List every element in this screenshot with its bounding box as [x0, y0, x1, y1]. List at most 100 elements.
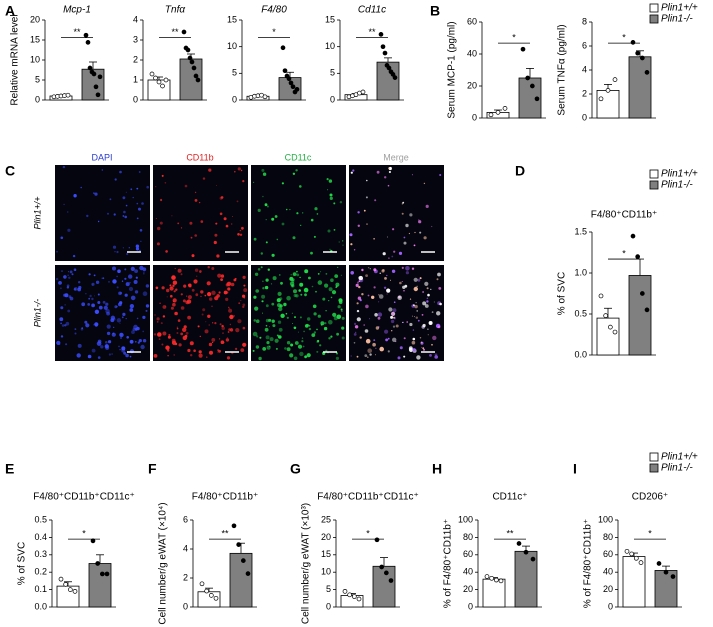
cell-signal — [286, 341, 291, 345]
y-tick-label: 5 — [232, 68, 237, 78]
cell-signal — [114, 178, 117, 181]
cell-signal — [416, 285, 418, 287]
cell-signal — [397, 295, 403, 301]
cell-signal — [375, 354, 376, 356]
cell-signal — [126, 252, 129, 256]
cell-signal — [124, 293, 128, 297]
cell-signal — [409, 213, 413, 217]
cell-signal — [432, 335, 437, 341]
cell-signal — [276, 298, 281, 303]
cell-signal — [317, 280, 323, 285]
cell-signal — [157, 332, 162, 337]
cell-signal — [73, 194, 77, 198]
chart-title: CD206⁺ — [632, 492, 668, 503]
cell-signal — [336, 332, 339, 336]
cell-signal — [384, 277, 387, 280]
cell-signal — [388, 167, 391, 170]
cell-signal — [169, 286, 174, 291]
cell-signal — [270, 283, 273, 285]
significance: ** — [73, 27, 81, 37]
cell-signal — [393, 316, 396, 319]
cell-signal — [412, 329, 415, 331]
cell-signal — [296, 212, 299, 215]
y-tick-label: 10 — [227, 41, 237, 51]
y-tick-label: 0 — [35, 94, 40, 104]
cell-signal — [262, 347, 267, 351]
cell-signal — [228, 306, 229, 308]
significance: * — [82, 529, 86, 539]
cell-signal — [311, 333, 316, 337]
cell-signal — [417, 278, 421, 282]
data-point — [382, 50, 388, 56]
cell-signal — [271, 217, 275, 221]
cell-signal — [220, 274, 225, 278]
cell-signal — [112, 245, 117, 249]
cell-signal — [395, 324, 399, 328]
y-tick-label: 0.2 — [34, 567, 47, 577]
cell-signal — [110, 318, 115, 323]
cell-signal — [386, 274, 388, 277]
y-tick-label: 2 — [582, 88, 587, 98]
cell-signal — [63, 275, 67, 279]
data-point — [635, 50, 641, 56]
cell-signal — [421, 314, 424, 316]
cell-signal — [274, 338, 279, 343]
cell-signal — [218, 291, 221, 294]
cell-signal — [353, 249, 356, 251]
cell-signal — [317, 314, 321, 318]
cell-signal — [277, 320, 282, 324]
cell-signal — [428, 321, 433, 325]
cell-signal — [261, 168, 265, 172]
cell-signal — [304, 355, 307, 359]
cell-signal — [175, 288, 178, 291]
cell-signal — [77, 343, 82, 348]
data-point — [356, 596, 362, 602]
cell-signal — [334, 274, 339, 278]
cell-signal — [61, 324, 65, 327]
legend-label: Plin1+/+ — [661, 452, 698, 463]
cell-signal — [291, 284, 294, 287]
cell-signal — [134, 340, 137, 343]
y-tick-label: 100 — [458, 514, 473, 524]
cell-signal — [382, 269, 385, 272]
cell-signal — [393, 301, 396, 304]
cell-signal — [349, 233, 353, 237]
cell-signal — [67, 211, 69, 213]
cell-signal — [85, 293, 87, 295]
y-tick-label: 100 — [598, 514, 613, 524]
cell-signal — [356, 281, 360, 284]
cell-signal — [182, 327, 187, 332]
data-point — [163, 77, 169, 83]
cell-signal — [166, 296, 168, 298]
cell-signal — [317, 273, 320, 275]
cell-signal — [196, 275, 198, 277]
y-tick-label: 10 — [325, 41, 335, 51]
cell-signal — [113, 317, 116, 321]
data-point — [85, 40, 91, 45]
cell-signal — [406, 321, 409, 323]
cell-signal — [114, 251, 116, 253]
cell-signal — [88, 297, 91, 300]
y-axis-label: % of SVC — [17, 542, 28, 585]
cell-signal — [191, 288, 195, 292]
data-point — [72, 588, 78, 594]
cell-signal — [319, 344, 322, 347]
chart-title: Tnfα — [165, 5, 185, 16]
cell-signal — [367, 348, 373, 354]
cell-signal — [265, 304, 269, 308]
data-point — [638, 560, 644, 565]
cell-signal — [313, 312, 317, 316]
cell-signal — [167, 355, 169, 357]
cell-signal — [322, 297, 326, 301]
cell-signal — [194, 191, 197, 194]
cell-signal — [425, 204, 429, 208]
y-tick-label: 2 — [133, 54, 138, 64]
cell-signal — [332, 312, 337, 317]
data-point — [639, 55, 645, 61]
cell-signal — [377, 316, 381, 320]
cell-signal — [290, 274, 292, 276]
cell-signal — [112, 332, 115, 335]
cell-signal — [138, 339, 142, 343]
cell-signal — [68, 276, 71, 279]
cell-signal — [180, 227, 183, 229]
